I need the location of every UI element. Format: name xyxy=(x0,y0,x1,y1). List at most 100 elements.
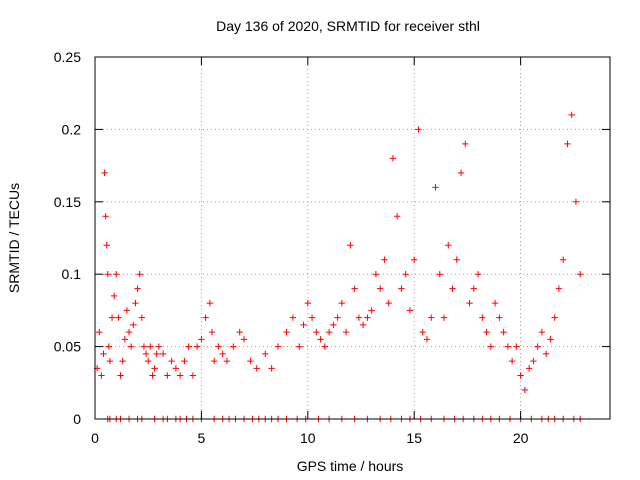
data-point xyxy=(411,256,418,263)
series-SRMTID xyxy=(93,111,584,394)
data-point xyxy=(534,343,541,350)
y-tick-label: 0.15 xyxy=(54,194,81,210)
data-point xyxy=(453,256,460,263)
ticks: 0 5 10 15 20 0 0.05 0.1 0.15 0.2 0.25 xyxy=(54,49,610,446)
data-point xyxy=(262,350,269,358)
series xyxy=(93,111,584,423)
data-point xyxy=(432,184,439,191)
y-axis-label: SRMTID / TECUs xyxy=(6,183,22,293)
data-point xyxy=(98,372,105,379)
data-point xyxy=(479,314,486,321)
data-point xyxy=(334,314,341,321)
grid xyxy=(95,57,610,419)
data-point xyxy=(330,321,337,329)
data-point xyxy=(121,336,128,343)
y-tick-label: 0 xyxy=(73,411,81,427)
x-tick-label: 20 xyxy=(513,430,529,446)
data-point xyxy=(317,336,324,343)
data-point xyxy=(572,198,580,205)
data-point xyxy=(193,343,201,350)
data-point xyxy=(181,357,188,365)
data-point xyxy=(376,285,384,292)
data-point xyxy=(368,307,375,314)
data-point xyxy=(338,299,346,307)
data-point xyxy=(117,372,124,379)
data-point xyxy=(372,271,380,278)
data-point xyxy=(153,350,160,358)
data-point xyxy=(325,328,333,336)
data-point xyxy=(132,299,139,307)
data-point xyxy=(491,299,499,307)
data-point xyxy=(155,343,163,350)
data-point xyxy=(428,314,435,321)
data-point xyxy=(115,314,122,321)
data-point xyxy=(466,299,473,307)
data-point xyxy=(385,299,392,307)
data-point xyxy=(168,357,175,365)
data-point xyxy=(415,126,422,133)
data-point xyxy=(206,299,214,307)
data-point xyxy=(508,357,516,365)
data-point xyxy=(513,343,520,350)
data-point xyxy=(127,343,135,350)
y-tick-label: 0.1 xyxy=(62,266,82,282)
data-point xyxy=(483,328,490,336)
data-point xyxy=(517,372,524,379)
data-point xyxy=(308,314,316,321)
data-point xyxy=(530,357,537,365)
data-point xyxy=(106,357,114,365)
data-point xyxy=(449,285,456,292)
data-point xyxy=(142,350,150,358)
plot-frame xyxy=(94,56,611,420)
data-point xyxy=(559,256,567,263)
data-point xyxy=(119,357,126,365)
data-point xyxy=(406,307,414,314)
x-tick-label: 0 xyxy=(91,430,99,446)
data-point xyxy=(113,271,120,278)
data-point xyxy=(236,328,243,336)
data-point xyxy=(462,140,469,148)
data-point xyxy=(402,271,409,278)
data-point xyxy=(555,285,563,292)
data-point xyxy=(300,321,307,329)
y-tick-label: 0.05 xyxy=(54,339,81,355)
data-point xyxy=(500,328,507,336)
data-point xyxy=(525,365,533,372)
data-point xyxy=(351,285,358,292)
data-point xyxy=(105,343,113,350)
data-point xyxy=(230,343,237,350)
x-axis-label: GPS time / hours xyxy=(297,458,404,474)
data-point xyxy=(381,256,388,263)
data-point xyxy=(96,328,103,336)
data-point xyxy=(123,307,131,314)
data-point xyxy=(504,343,512,350)
data-point xyxy=(101,169,108,177)
data-point xyxy=(474,271,482,278)
data-point xyxy=(149,372,156,379)
data-point xyxy=(151,365,158,372)
data-point xyxy=(138,314,146,321)
data-point xyxy=(145,357,152,365)
data-point xyxy=(110,292,118,300)
data-point xyxy=(393,213,401,220)
data-point xyxy=(140,343,148,350)
data-point xyxy=(296,343,303,350)
data-point xyxy=(185,343,192,350)
data-point xyxy=(130,321,137,329)
data-point xyxy=(136,271,143,278)
data-point xyxy=(189,372,197,379)
y-tick-label: 0.25 xyxy=(54,49,81,65)
data-point xyxy=(496,314,503,321)
data-point xyxy=(423,336,431,343)
data-point xyxy=(440,314,448,321)
data-point xyxy=(215,343,222,350)
data-point xyxy=(564,140,571,148)
data-point xyxy=(253,365,260,372)
chart-title: Day 136 of 2020, SRMTID for receiver sth… xyxy=(216,18,480,34)
data-point xyxy=(487,343,495,350)
data-point xyxy=(125,328,133,336)
data-point xyxy=(103,242,110,249)
data-point xyxy=(104,271,111,278)
data-point xyxy=(568,111,575,119)
